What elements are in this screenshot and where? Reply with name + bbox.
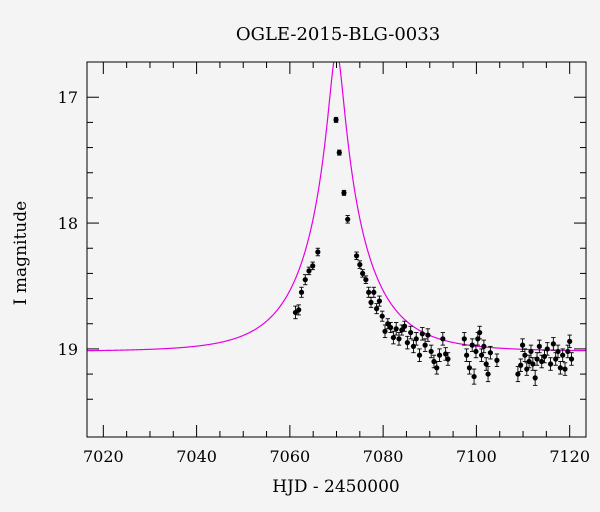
data-point — [461, 336, 467, 342]
data-point — [477, 329, 483, 336]
data-point — [445, 356, 451, 362]
data-point — [371, 289, 377, 295]
data-point — [408, 329, 414, 336]
data-point — [471, 373, 477, 380]
data-point — [396, 336, 402, 342]
data-point — [466, 365, 473, 371]
data-point — [524, 366, 530, 372]
data-point — [404, 340, 410, 346]
data-point — [341, 190, 347, 196]
data-point — [478, 352, 485, 358]
data-point — [494, 357, 500, 363]
data-point — [368, 299, 374, 305]
data-point — [565, 348, 571, 355]
data-point — [544, 346, 550, 352]
data-point — [315, 249, 321, 255]
data-point — [532, 375, 538, 381]
data-point — [483, 361, 489, 367]
data-point — [557, 365, 563, 371]
data-point — [526, 358, 532, 365]
data-point — [443, 351, 449, 357]
data-point — [518, 362, 524, 368]
data-point — [374, 306, 380, 312]
data-point — [428, 348, 434, 355]
x-tick-label: 7100 — [456, 447, 497, 466]
data-point — [302, 277, 308, 283]
data-point — [547, 361, 554, 367]
x-tick-label: 7040 — [176, 447, 217, 466]
data-point — [469, 342, 475, 348]
data-point — [530, 361, 536, 367]
data-point — [416, 352, 423, 358]
data-point — [567, 338, 573, 344]
data-point — [336, 150, 342, 156]
data-point — [536, 343, 542, 349]
data-point — [473, 348, 479, 355]
data-point — [481, 343, 487, 349]
data-point — [436, 352, 443, 358]
data-point — [534, 356, 540, 362]
data-point — [333, 117, 339, 123]
data-point — [539, 358, 545, 365]
data-point — [363, 277, 369, 283]
data-point — [345, 216, 351, 222]
data-point — [434, 365, 440, 371]
x-tick-label: 7080 — [363, 447, 404, 466]
x-axis-label: HJD - 2450000 — [272, 477, 400, 497]
y-axis-label: I magnitude — [11, 201, 31, 305]
model-curve — [87, 62, 586, 352]
data-point — [522, 352, 528, 358]
data-point — [353, 253, 360, 259]
data-point — [410, 343, 417, 349]
data-point — [357, 262, 363, 268]
x-tick-label: 7120 — [549, 447, 590, 466]
data-point — [560, 352, 566, 358]
data-point — [376, 298, 383, 304]
plot-area: 7020 7040 7060 7080 7100 7120 17 18 19 — [58, 61, 590, 466]
data-point — [413, 336, 419, 342]
x-tick-label: 7020 — [83, 447, 124, 466]
data-point — [387, 324, 394, 331]
data-point — [515, 371, 521, 377]
data-point — [310, 263, 316, 269]
data-point — [393, 326, 399, 332]
data-point — [296, 307, 302, 313]
y-tick-label: 19 — [58, 340, 78, 359]
data-point — [306, 268, 312, 274]
y-tick-label: 17 — [58, 88, 78, 107]
data-point — [528, 348, 534, 355]
data-point — [464, 352, 470, 358]
data-point — [440, 336, 446, 342]
data-point — [422, 342, 428, 348]
data-point — [382, 328, 388, 334]
data-point — [553, 356, 559, 362]
data-point — [541, 353, 548, 360]
y-tick-label: 18 — [58, 214, 78, 233]
data-point — [550, 341, 556, 347]
data-point — [431, 358, 437, 365]
data-point — [485, 371, 491, 377]
chart-title: OGLE-2015-BLG-0033 — [236, 24, 440, 45]
data-point — [562, 366, 568, 372]
data-point — [425, 332, 431, 338]
x-tick-label: 7060 — [270, 447, 311, 466]
data-point — [298, 289, 305, 295]
data-point — [419, 331, 425, 337]
data-point — [487, 350, 493, 356]
data-point — [401, 323, 408, 329]
data-point — [555, 348, 561, 355]
data-point — [379, 313, 385, 319]
data-point — [366, 289, 372, 295]
data-point — [519, 342, 526, 348]
data-point — [390, 334, 396, 341]
data-point — [360, 270, 366, 277]
data-point — [568, 356, 575, 362]
